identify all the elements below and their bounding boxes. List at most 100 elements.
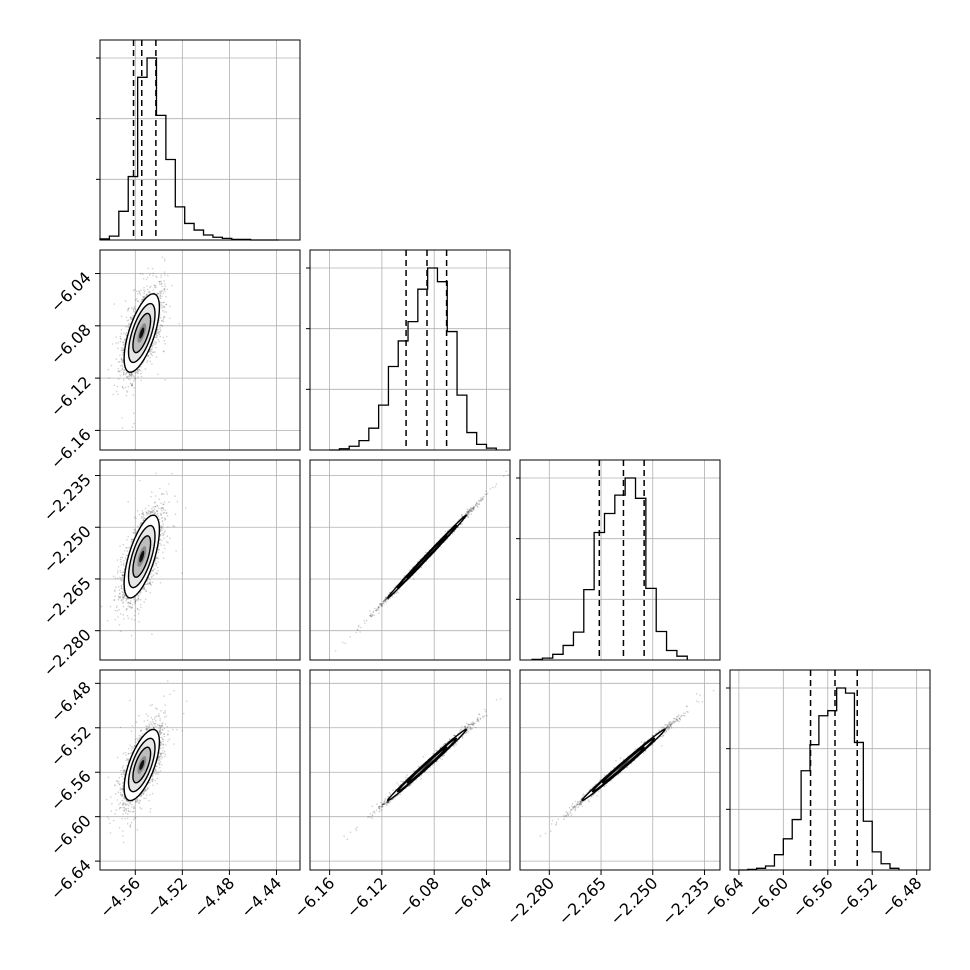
scatter-point <box>139 598 142 601</box>
scatter-point <box>115 390 118 393</box>
scatter-point <box>133 422 135 425</box>
scatter-point <box>167 274 169 277</box>
scatter-point <box>162 503 165 506</box>
scatter-point <box>159 290 161 293</box>
scatter-point <box>144 598 147 600</box>
scatter-point <box>126 391 128 393</box>
scatter-point <box>149 360 152 363</box>
scatter-point <box>124 338 126 340</box>
scatter-point <box>122 574 125 576</box>
scatter-point <box>157 507 160 510</box>
scatter-point <box>160 513 163 516</box>
scatter-point <box>131 540 133 542</box>
scatter-point <box>159 534 162 536</box>
scatter-point <box>110 364 113 367</box>
scatter-point <box>143 518 145 520</box>
scatter-point <box>127 500 129 503</box>
scatter-point <box>163 258 166 260</box>
scatter-point <box>121 579 123 582</box>
scatter-point <box>163 288 165 291</box>
scatter-point <box>162 309 164 312</box>
scatter-point <box>128 323 130 325</box>
scatter-point <box>126 319 129 322</box>
scatter-point <box>161 325 164 328</box>
scatter-point <box>118 585 120 588</box>
density-panel-3-1 <box>99 459 301 661</box>
scatter-point <box>149 352 152 355</box>
scatter-point <box>159 330 161 333</box>
scatter-point <box>135 517 137 520</box>
scatter-point <box>169 305 171 308</box>
scatter-point <box>133 619 136 621</box>
scatter-point <box>137 293 139 295</box>
scatter-point <box>125 332 128 334</box>
scatter-point <box>119 337 122 340</box>
scatter-point <box>120 358 123 360</box>
scatter-point <box>164 530 166 532</box>
scatter-point <box>119 592 121 594</box>
scatter-point <box>143 514 145 516</box>
scatter-point <box>163 350 165 353</box>
scatter-point <box>160 292 162 295</box>
scatter-point <box>140 373 142 375</box>
scatter-point <box>159 295 161 297</box>
scatter-point <box>130 374 132 377</box>
scatter-point <box>151 363 153 365</box>
scatter-point <box>122 359 124 362</box>
scatter-point <box>125 558 127 561</box>
scatter-point <box>163 311 166 313</box>
scatter-point <box>136 300 139 302</box>
scatter-point <box>126 375 128 378</box>
scatter-point <box>157 570 159 572</box>
scatter-point <box>159 301 162 304</box>
scatter-point <box>120 358 123 361</box>
scatter-point <box>122 387 125 390</box>
scatter-point <box>137 370 140 373</box>
scatter-point <box>156 329 159 331</box>
scatter-point <box>153 285 156 287</box>
scatter-point <box>148 581 151 584</box>
scatter-point <box>120 630 122 632</box>
scatter-point <box>134 601 136 604</box>
scatter-point <box>140 522 143 524</box>
scatter-point <box>118 609 120 611</box>
scatter-point <box>155 275 157 278</box>
scatter-point <box>129 378 131 381</box>
scatter-point <box>156 504 158 507</box>
scatter-point <box>133 532 136 534</box>
scatter-point <box>120 349 123 352</box>
scatter-point <box>145 511 148 513</box>
scatter-point <box>133 288 136 291</box>
scatter-point <box>121 573 124 576</box>
scatter-point <box>122 349 125 352</box>
scatter-point <box>123 594 125 596</box>
scatter-point <box>132 310 135 313</box>
scatter-point <box>141 513 144 515</box>
scatter-point <box>113 575 115 578</box>
scatter-point <box>133 387 135 389</box>
scatter-point <box>150 350 152 353</box>
scatter-point <box>163 537 165 540</box>
scatter-point <box>135 600 137 602</box>
scatter-point <box>165 295 167 298</box>
scatter-point <box>127 598 130 600</box>
scatter-point <box>133 376 136 378</box>
scatter-point <box>119 545 121 547</box>
scatter-point <box>151 581 154 584</box>
scatter-point <box>155 286 157 289</box>
scatter-point <box>159 538 161 541</box>
scatter-point <box>138 479 141 482</box>
scatter-point <box>137 594 139 597</box>
scatter-point <box>150 353 153 356</box>
scatter-point <box>131 384 133 387</box>
scatter-point <box>122 341 124 344</box>
scatter-point <box>154 340 156 343</box>
scatter-point <box>172 524 175 527</box>
scatter-point <box>133 614 136 617</box>
scatter-point <box>115 358 118 360</box>
scatter-point <box>149 510 151 513</box>
scatter-point <box>122 591 124 593</box>
scatter-point <box>125 316 128 319</box>
scatter-point <box>152 569 154 572</box>
scatter-point <box>147 267 150 270</box>
